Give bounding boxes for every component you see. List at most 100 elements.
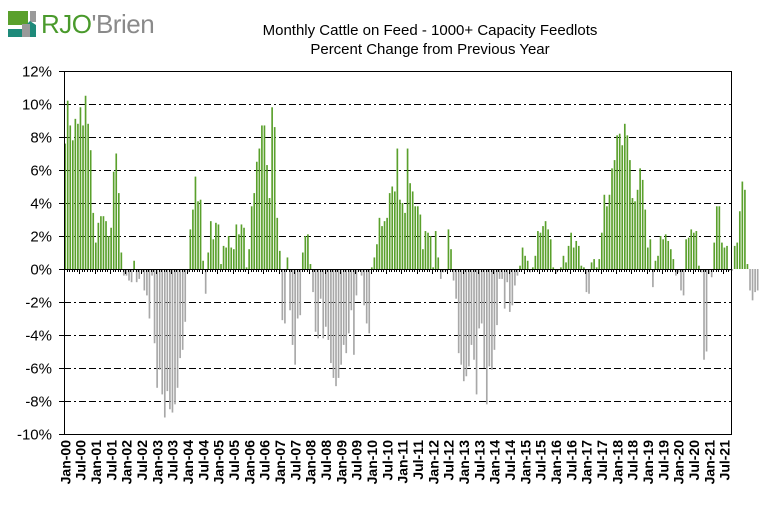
x-tick-label: Jan-05 (211, 440, 227, 485)
x-tick-label: Jan-12 (425, 440, 441, 485)
bar (677, 269, 680, 273)
bar (657, 255, 659, 269)
bar (258, 148, 261, 269)
bar (189, 229, 192, 269)
bar (64, 143, 66, 269)
bar (115, 153, 118, 269)
bar (268, 198, 271, 269)
bar (603, 194, 606, 269)
bar (324, 269, 327, 327)
bar (411, 191, 414, 269)
bar (225, 247, 227, 269)
bar (519, 265, 521, 269)
bar (215, 222, 217, 269)
bar (606, 206, 608, 269)
bar (169, 269, 171, 410)
bar (97, 222, 100, 269)
bar (176, 269, 179, 388)
bar (332, 269, 335, 378)
bar (399, 199, 401, 269)
bar (447, 229, 450, 269)
logo-text-rjo: RJO (41, 9, 92, 39)
y-tick-label: -2% (25, 295, 52, 312)
bar (687, 237, 690, 269)
bar (342, 269, 345, 345)
y-tick-label: 0% (30, 262, 52, 279)
bar (414, 206, 417, 269)
bar (552, 267, 555, 269)
bar (549, 239, 552, 269)
bar (754, 269, 756, 293)
bar (623, 123, 626, 269)
bar (570, 232, 572, 269)
bar (432, 267, 434, 269)
bar (680, 269, 682, 291)
bar (416, 206, 419, 269)
bar (462, 269, 465, 382)
x-tick-label: Jan-19 (640, 440, 656, 485)
bar (700, 269, 703, 273)
bar (110, 227, 112, 269)
x-tick-label: Jul-01 (103, 440, 119, 481)
bar (695, 231, 698, 269)
bar (105, 221, 107, 269)
bar (66, 100, 69, 269)
chart-subtitle: Percent Change from Previous Year (310, 41, 550, 58)
bar (493, 269, 496, 350)
bar (439, 269, 442, 279)
bar (434, 231, 437, 269)
x-tick-label: Jan-00 (57, 440, 73, 485)
bar (79, 107, 82, 269)
bar (74, 118, 77, 269)
bar (204, 269, 207, 294)
bar (112, 171, 115, 269)
bar (207, 252, 210, 269)
bar (312, 269, 314, 293)
bar (455, 269, 457, 299)
bar (263, 125, 266, 269)
y-tick-label: 6% (30, 163, 52, 180)
bar (77, 123, 79, 269)
bar (756, 269, 759, 291)
bar (340, 269, 342, 365)
bar (181, 269, 184, 350)
bar (120, 252, 123, 269)
y-tick-label: -8% (25, 394, 52, 411)
x-tick-label: Jul-15 (533, 440, 549, 481)
bar (192, 209, 194, 269)
bar (276, 217, 279, 269)
x-tick-label: Jul-03 (165, 440, 181, 481)
bar (381, 226, 383, 269)
bar (483, 269, 486, 368)
y-tick-label: -4% (25, 328, 52, 345)
bar (496, 269, 498, 326)
bar (261, 125, 263, 269)
bar (662, 239, 664, 269)
x-tick-label: Jan-14 (487, 440, 503, 485)
logo-text: RJO'Brien (41, 9, 155, 39)
bar (675, 269, 677, 276)
x-tick-label: Jul-02 (134, 440, 150, 481)
bars (64, 95, 759, 418)
bar (161, 269, 164, 395)
bar (335, 269, 337, 387)
bar (89, 150, 92, 269)
y-tick-label: -6% (25, 361, 52, 378)
x-tick-label: Jul-16 (563, 440, 579, 481)
bar (508, 269, 511, 312)
bar (634, 201, 636, 269)
bar (534, 255, 537, 269)
x-tick-label: Jul-11 (410, 440, 426, 480)
bar (278, 250, 281, 269)
axes (59, 71, 732, 435)
bar (138, 269, 141, 279)
bar (498, 269, 501, 279)
bar (685, 239, 687, 269)
bar (281, 269, 284, 321)
x-tick-label: Jul-21 (717, 440, 733, 481)
bar (355, 269, 358, 296)
bar (184, 269, 187, 322)
bar (723, 247, 726, 269)
bar (166, 269, 169, 392)
bar (503, 269, 506, 309)
